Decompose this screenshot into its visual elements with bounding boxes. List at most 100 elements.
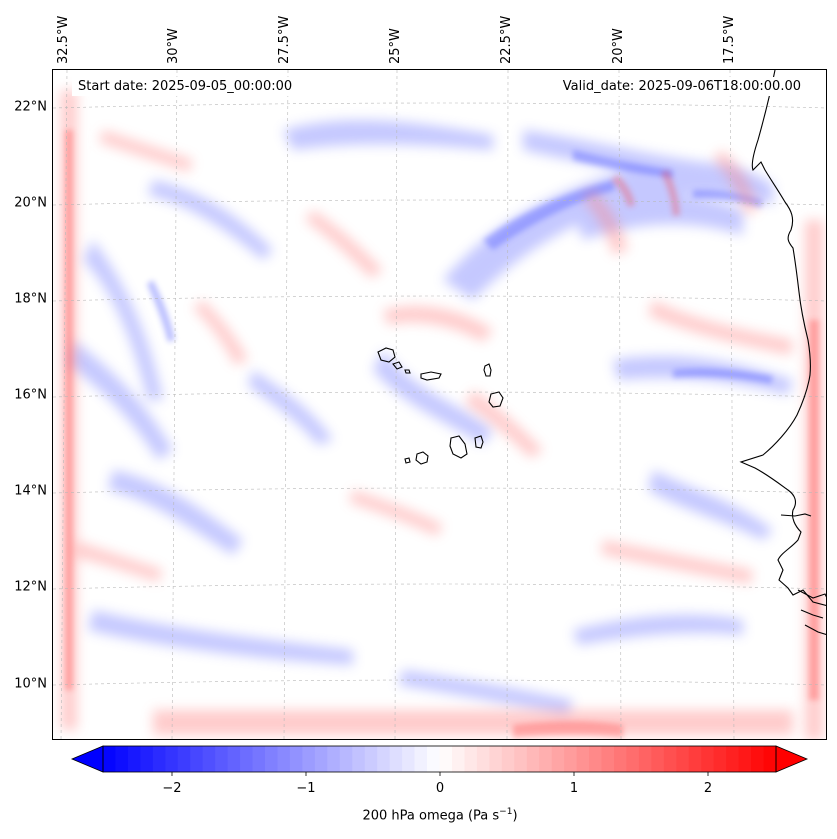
colorbar-segment (551, 746, 565, 772)
fogo-island (415, 451, 429, 465)
colorbar-segment (726, 746, 740, 772)
colorbar-label-close: ) (512, 808, 518, 824)
colorbar-segment (289, 746, 303, 772)
colorbar-segment (215, 746, 229, 772)
colorbar-segment (389, 746, 403, 772)
lat-label-12n: 12°N (14, 579, 47, 595)
sal-island (483, 363, 492, 377)
colorbar-segment (327, 746, 341, 772)
colorbar-segment (651, 746, 665, 772)
colorbar-segment (539, 746, 553, 772)
lon-label-17-5w: 17.5°W (722, 15, 737, 64)
sao-nicolau-island (420, 371, 442, 381)
lat-label-20n: 20°N (14, 195, 47, 211)
lon-label-22-5w: 22.5°W (499, 15, 514, 64)
lon-label-20w: 20°W (611, 28, 626, 64)
santa-luzia-island (404, 369, 411, 374)
gambia-river (780, 513, 812, 517)
colorbar-segment (589, 746, 603, 772)
lon-label-32-5w: 32.5°W (56, 15, 71, 64)
santiago-island (449, 435, 468, 459)
colorbar-segment (265, 746, 279, 772)
colorbar-label-exponent: −1 (499, 807, 513, 817)
santo-antao-island (377, 347, 396, 363)
lon-label-30w: 30°W (166, 28, 181, 64)
colorbar-segment (302, 746, 316, 772)
colorbar-segment (352, 746, 366, 772)
colorbar-tick-minus-2: −2 (162, 781, 182, 796)
colorbar-segment (364, 746, 378, 772)
colorbar-segment (576, 746, 590, 772)
colorbar-segment (676, 746, 690, 772)
colorbar-segment (489, 746, 503, 772)
colorbar-segment (751, 746, 765, 772)
colorbar-segment (638, 746, 652, 772)
colorbar-tick-0: 0 (435, 781, 445, 796)
brava-island (404, 457, 411, 464)
lat-label-22n: 22°N (14, 99, 47, 115)
colorbar-segment (626, 746, 640, 772)
guinea-bissau-islands (797, 589, 826, 635)
colorbar-segment (103, 746, 117, 772)
coastlines (739, 70, 826, 635)
colorbar-segment (564, 746, 578, 772)
colorbar-segment (663, 746, 677, 772)
omega-field-positive-strong (65, 130, 819, 738)
colorbar-label-main: 200 hPa omega (Pa s (362, 808, 500, 824)
colorbar-segment (190, 746, 204, 772)
maio-island (474, 435, 484, 449)
colorbar-segment (427, 746, 441, 772)
colorbar (70, 745, 809, 776)
colorbar-segment (202, 746, 216, 772)
lat-label-16n: 16°N (14, 387, 47, 403)
colorbar-segment (165, 746, 179, 772)
colorbar-segment (115, 746, 129, 772)
colorbar-segment (152, 746, 166, 772)
colorbar-segment (227, 746, 241, 772)
boa-vista-island (488, 391, 504, 408)
colorbar-tick-marks (171, 772, 709, 776)
lon-label-25w: 25°W (388, 28, 403, 64)
colorbar-segment (177, 746, 191, 772)
omega-field-negative (68, 120, 793, 715)
colorbar-segments (103, 746, 777, 772)
cape-verde-islands (377, 347, 504, 465)
colorbar-segment (526, 746, 540, 772)
colorbar-segment (464, 746, 478, 772)
colorbar-segment (277, 746, 291, 772)
colorbar-segment (402, 746, 416, 772)
colorbar-tick-minus-1: −1 (296, 781, 316, 796)
colorbar-segment (377, 746, 391, 772)
colorbar-segment (701, 746, 715, 772)
colorbar-low-arrow (70, 745, 104, 773)
colorbar-segment (439, 746, 453, 772)
colorbar-segment (713, 746, 727, 772)
colorbar-segment (240, 746, 254, 772)
colorbar-outline (102, 745, 777, 773)
colorbar-segment (514, 746, 528, 772)
omega-field-negative-strong (147, 150, 773, 384)
colorbar-tick-2: 2 (703, 781, 713, 796)
colorbar-label: 200 hPa omega (Pa s−1) (0, 807, 837, 823)
sao-vicente-island (392, 361, 403, 370)
colorbar-segment (314, 746, 328, 772)
colorbar-segment (252, 746, 266, 772)
graticule (53, 70, 826, 739)
colorbar-segment (763, 746, 777, 772)
colorbar-segment (601, 746, 615, 772)
valid-date-label: Valid_date: 2025-09-06T18:00:00.00 (556, 77, 807, 96)
colorbar-segment (688, 746, 702, 772)
map-panel (52, 69, 827, 740)
lat-label-18n: 18°N (14, 291, 47, 307)
colorbar-segment (140, 746, 154, 772)
colorbar-segment (738, 746, 752, 772)
colorbar-high-arrow (775, 745, 809, 773)
colorbar-segment (451, 746, 466, 772)
omega-field-map (53, 70, 826, 739)
africa-coast (739, 70, 826, 607)
lat-label-10n: 10°N (14, 676, 47, 692)
colorbar-segment (127, 746, 141, 772)
colorbar-tick-1: 1 (569, 781, 579, 796)
lat-label-14n: 14°N (14, 483, 47, 499)
colorbar-segment (339, 746, 353, 772)
